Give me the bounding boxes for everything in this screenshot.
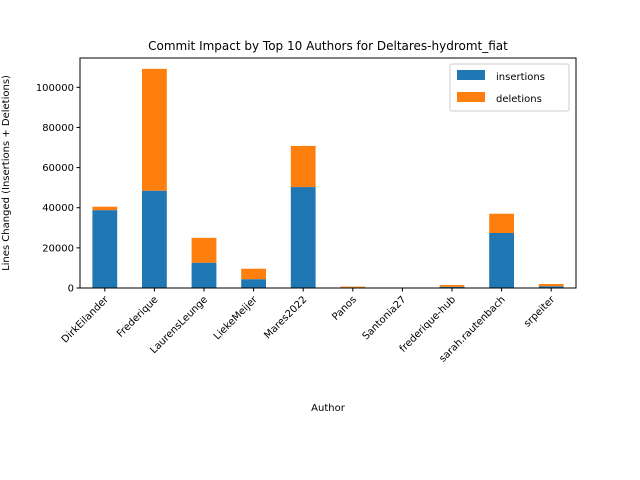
bar-insertions-liekemeijer (241, 279, 266, 288)
bar-deletions-liekemeijer (241, 268, 266, 280)
bar-insertions-laurensleunge (191, 262, 217, 288)
bar-deletions-sarah-rautenbach (489, 213, 514, 234)
bar-insertions-srpeiter (538, 286, 564, 288)
y-tick-label: 40000 (42, 203, 74, 214)
bar-insertions-dirkeilander (92, 210, 118, 288)
legend-label-insertions: insertions (496, 72, 545, 83)
legend-swatch-deletions (457, 92, 485, 102)
chart-title: Commit Impact by Top 10 Authors for Delt… (148, 39, 508, 53)
bar-insertions-mares2022 (290, 187, 316, 288)
y-tick-label: 100000 (36, 83, 74, 94)
legend-label-deletions: deletions (496, 94, 542, 105)
y-tick-label: 0 (68, 284, 74, 295)
bar-deletions-panos (340, 286, 366, 288)
bar-deletions-srpeiter (538, 283, 564, 287)
bar-insertions-frederique-hub (439, 286, 465, 288)
bar-deletions-frederique (142, 68, 167, 191)
x-axis-label: Author (311, 403, 346, 414)
bar-deletions-frederique-hub (439, 284, 465, 287)
bar-insertions-sarah-rautenbach (489, 233, 514, 288)
bars-group (92, 68, 564, 288)
bar-deletions-dirkeilander (92, 206, 118, 211)
bar-insertions-frederique (142, 190, 167, 288)
bar-deletions-mares2022 (290, 145, 316, 188)
legend-swatch-insertions (457, 70, 485, 80)
y-tick-label: 20000 (42, 243, 74, 254)
y-tick-label: 60000 (42, 163, 74, 174)
bar-deletions-laurensleunge (191, 237, 217, 263)
y-axis-label: Lines Changed (Insertions + Deletions) (1, 75, 12, 271)
y-axis-ticks: 0 20000 40000 60000 80000 100000 (36, 83, 80, 295)
legend: insertions deletions (449, 63, 570, 112)
y-tick-label: 80000 (42, 123, 74, 134)
plot-frame (79, 57, 577, 289)
